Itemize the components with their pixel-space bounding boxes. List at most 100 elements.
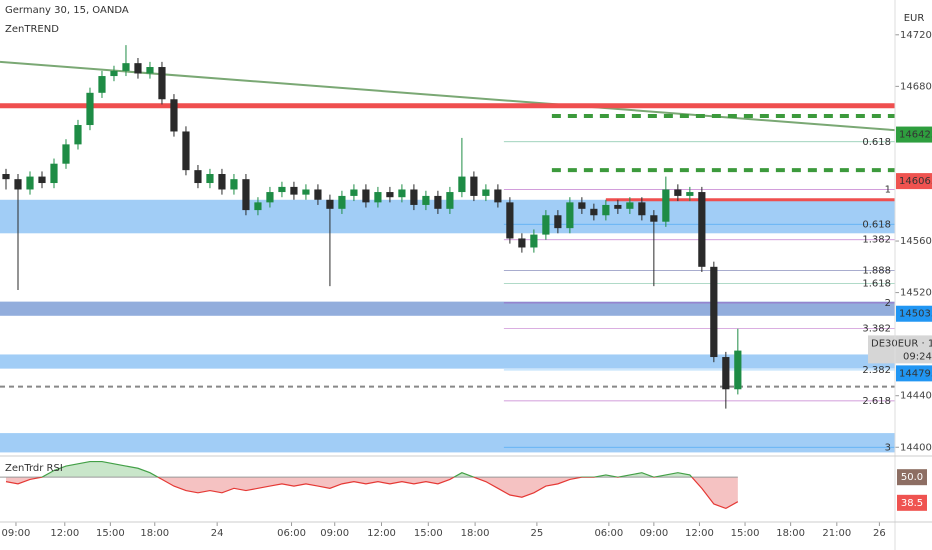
- price-tag: [896, 126, 932, 143]
- price-tag: [896, 365, 932, 382]
- x-tick-label: 12:00: [50, 528, 79, 539]
- candle-body: [518, 238, 526, 248]
- candle-body: [14, 179, 22, 190]
- candle-body: [182, 131, 190, 171]
- candle-body: [314, 189, 322, 200]
- candle-body: [458, 176, 466, 193]
- x-tick-label: 25: [531, 528, 544, 539]
- x-tick-label: 09:00: [639, 528, 668, 539]
- candle-body: [194, 170, 202, 184]
- x-tick-label: 26: [873, 528, 886, 539]
- candle-body: [38, 176, 46, 184]
- candle-body: [734, 350, 742, 390]
- zone: [0, 433, 895, 453]
- candle-body: [602, 204, 610, 216]
- fib-label: 1.888: [862, 266, 891, 277]
- y-tick-label: 14400.0: [900, 442, 932, 453]
- x-tick-label: 12:00: [685, 528, 714, 539]
- candle-body: [266, 192, 274, 203]
- zone: [0, 354, 895, 369]
- candle-body: [698, 192, 706, 267]
- candle-body: [254, 202, 262, 211]
- candle-body: [170, 99, 178, 132]
- price-tag-label: 14606.5: [899, 176, 932, 187]
- fib-label: 0.618: [862, 219, 891, 230]
- candle-body: [542, 215, 550, 235]
- rsi-tag-label: 50.0: [901, 472, 923, 483]
- candle-body: [674, 189, 682, 196]
- price-tag: [896, 173, 932, 190]
- candle-body: [134, 63, 142, 74]
- price-tag-label: 14479.2: [899, 368, 932, 379]
- candle-body: [590, 208, 598, 216]
- currency: EUR: [904, 13, 925, 24]
- chart-title: Germany 30, 15, OANDA: [5, 5, 129, 16]
- rsi-name: ZenTrdr RSI: [5, 463, 63, 474]
- candle-body: [434, 195, 442, 209]
- candle-body: [230, 179, 238, 190]
- rsi-tag-label: 38.5: [901, 498, 923, 509]
- candle-body: [326, 199, 334, 209]
- candle-body: [638, 202, 646, 216]
- candle-body: [554, 215, 562, 229]
- price-tag: [868, 335, 932, 364]
- candle-body: [614, 204, 622, 209]
- candle-body: [494, 189, 502, 203]
- candle-body: [578, 202, 586, 209]
- price-tag: [896, 305, 932, 322]
- x-tick-label: 15:00: [96, 528, 125, 539]
- candle-body: [206, 174, 214, 184]
- price-tag-label: 14503.6: [899, 309, 932, 320]
- candle-body: [74, 125, 82, 145]
- indicator-name: ZenTREND: [5, 24, 59, 35]
- rsi-tag: [897, 469, 927, 486]
- fib-label: 3: [885, 442, 891, 453]
- candle-body: [446, 192, 454, 209]
- x-tick-label: 18:00: [140, 528, 169, 539]
- candle-body: [110, 70, 118, 77]
- price-tag-sub: 09:24: [903, 351, 932, 362]
- x-tick-label: 18:00: [461, 528, 490, 539]
- candle-body: [530, 234, 538, 248]
- candle-body: [98, 76, 106, 93]
- candle-body: [338, 195, 346, 209]
- candle-body: [302, 189, 310, 195]
- fib-label: 2: [885, 298, 891, 309]
- y-tick-label: 14560.0: [900, 236, 932, 247]
- x-tick-label: 21:00: [822, 528, 851, 539]
- y-tick-label: 14440.0: [900, 391, 932, 402]
- candle-body: [422, 195, 430, 205]
- candle-body: [470, 176, 478, 196]
- candle-body: [62, 144, 70, 164]
- fib-label: 1: [885, 184, 891, 195]
- candle-body: [362, 189, 370, 203]
- candle-body: [2, 174, 10, 180]
- candle-body: [650, 215, 658, 222]
- x-tick-label: 15:00: [731, 528, 760, 539]
- fib-label: 2.618: [862, 396, 891, 407]
- rsi-line: [5, 477, 739, 510]
- candle-body: [146, 67, 154, 74]
- fib-label: 3.382: [862, 324, 891, 335]
- x-tick-label: 09:00: [320, 528, 349, 539]
- x-tick-label: 18:00: [776, 528, 805, 539]
- rsi-fill-down: [5, 477, 738, 509]
- candle-body: [626, 202, 634, 209]
- rsi-line-up: [38, 460, 693, 478]
- price-tag-label: 14642.6: [899, 130, 932, 141]
- x-tick-label: 12:00: [367, 528, 396, 539]
- price-tag-label: DE30EUR · 14480.6: [871, 338, 932, 349]
- candle-body: [374, 192, 382, 203]
- rsi-fill-up: [41, 461, 692, 478]
- candle-body: [122, 63, 130, 71]
- candle-body: [242, 179, 250, 211]
- candle-body: [482, 189, 490, 196]
- candle-body: [410, 189, 418, 205]
- y-tick-label: 14720.0: [900, 30, 932, 41]
- trendline: [0, 60, 896, 132]
- candle-body: [722, 357, 730, 390]
- y-tick-label: 14680.0: [900, 81, 932, 92]
- candle-body: [686, 192, 694, 196]
- candle-body: [218, 174, 226, 190]
